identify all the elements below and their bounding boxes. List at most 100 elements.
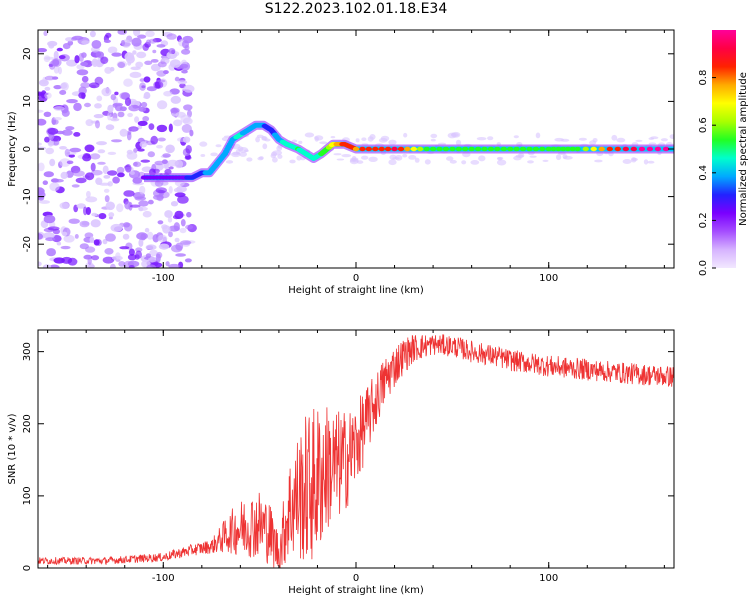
spectrogram-noise-blob [361,137,367,141]
spectrogram-noise-blob [255,136,260,143]
spectrogram-noise-blob [156,144,163,149]
spectrogram-noise-blob [44,92,52,99]
spectrogram-noise-blob [89,153,101,160]
spectrogram-noise-blob [81,75,89,83]
spectrogram-ridge-point [513,146,520,152]
spectrogram-noise-layer [38,30,674,268]
spectrogram-noise-blob [109,263,116,268]
spectrogram-noise-blob [647,160,655,164]
spectrogram-noise-blob [43,30,48,36]
spectrogram-noise-blob [60,245,71,250]
spectrogram-noise-blob [167,216,173,223]
spectrogram-ridge-point [574,146,581,152]
spectrogram-noise-blob [182,117,193,125]
spectrogram-noise-blob [90,219,101,228]
spectrogram-noise-blob [388,139,397,145]
spectrogram-noise-blob [259,156,264,160]
spectrogram-ylabel: Frequency (Hz) [7,111,18,187]
spectrogram-noise-blob [114,91,119,96]
spectrogram-noise-blob [132,177,143,184]
spectrogram-noise-blob [135,247,143,252]
spectrogram-noise-blob [53,50,59,60]
spectrogram-noise-blob [59,90,67,95]
colorbar: 0.0 0.2 0.4 0.6 0.8 Normalized spectral ampl… [698,30,749,276]
spectrogram-noise-blob [148,38,157,44]
spectrogram-noise-blob [139,78,145,82]
spectrogram-noise-blob [535,132,541,139]
spectrogram-noise-blob [174,76,180,82]
spectrogram-noise-blob [145,253,151,259]
spectrogram-ridge-point [397,146,405,152]
spectrogram-noise-blob [91,40,102,49]
spectrogram-noise-blob [100,56,109,64]
spectrogram-ridge-point [532,146,540,152]
spectrogram-noise-blob [38,118,47,126]
spectrogram-noise-blob [361,155,369,160]
spectrogram-noise-blob [215,144,222,148]
spectrogram-noise-blob [107,104,114,113]
spectrogram-noise-blob [65,170,74,178]
spectrogram-noise-blob [146,231,154,240]
spectrogram-ridge-point [410,146,417,152]
spectrogram-noise-blob [111,52,122,57]
spectrogram-noise-blob [660,138,668,142]
spectrogram-ridge-point [598,146,605,152]
spectrogram-noise-blob [73,132,81,137]
spectrogram-noise-blob [105,124,115,131]
spectrogram-noise-blob [53,257,65,264]
spectrogram-ridge-layer [140,120,674,183]
spectrogram-noise-blob [117,61,126,69]
spectrogram-noise-blob [143,76,151,83]
spectrogram-ridge-point [487,146,495,152]
spectrogram-ridge-point [481,146,488,152]
spectrogram-noise-blob [136,51,147,59]
spectrogram-noise-blob [137,34,147,39]
x-tick-label: -100 [152,573,175,584]
spectrogram-noise-blob [622,159,632,164]
spectrogram-noise-blob [56,47,63,52]
spectrogram-ridge-point [606,146,613,152]
spectrogram-noise-blob [175,253,187,257]
spectrogram-noise-blob [38,48,47,53]
spectrogram-noise-blob [156,44,166,48]
spectrogram-noise-blob [476,137,487,141]
spectrogram-noise-blob [142,116,150,122]
spectrogram-noise-blob [133,30,141,37]
spectrogram-noise-blob [424,159,431,165]
spectrogram-ridge-point [449,146,456,152]
spectrogram-noise-blob [244,149,249,153]
spectrogram-noise-blob [143,91,151,100]
spectrogram-noise-blob [68,218,80,224]
spectrogram-noise-blob [139,185,146,195]
spectrogram-noise-blob [66,99,78,104]
spectrogram-noise-blob [127,254,137,261]
spectrogram-noise-blob [142,210,152,218]
spectrogram-noise-blob [105,233,116,242]
spectrogram-noise-blob [45,237,56,242]
spectrogram-noise-blob [132,50,137,55]
spectrogram-noise-blob [296,155,302,161]
y-tick-label: 0 [22,565,33,571]
spectrogram-noise-blob [101,87,112,97]
spectrogram-ridge-point [455,146,462,152]
spectrogram-noise-blob [71,35,84,41]
spectrogram-noise-blob [137,120,148,126]
spectrogram-noise-blob [461,160,467,165]
spectrogram-noise-blob [138,238,144,247]
spectrogram-ridge-point [468,146,475,152]
spectrogram-noise-blob [76,69,89,76]
spectrogram-noise-blob [135,61,144,68]
spectrogram-noise-blob [120,40,125,46]
spectrogram-noise-blob [455,139,462,146]
spectrogram-noise-blob [69,147,82,153]
spectrogram-noise-blob [513,155,522,161]
spectrogram-ridge-point [429,146,437,152]
spectrogram-noise-blob [643,159,649,165]
snr-xlabel: Height of straight line (km) [288,585,424,596]
spectrogram-noise-blob [168,123,173,133]
spectrogram-noise-blob [85,262,94,268]
spectrogram-noise-blob [115,252,121,260]
spectrogram-noise-blob [180,219,186,227]
spectrogram-noise-blob [117,172,125,178]
